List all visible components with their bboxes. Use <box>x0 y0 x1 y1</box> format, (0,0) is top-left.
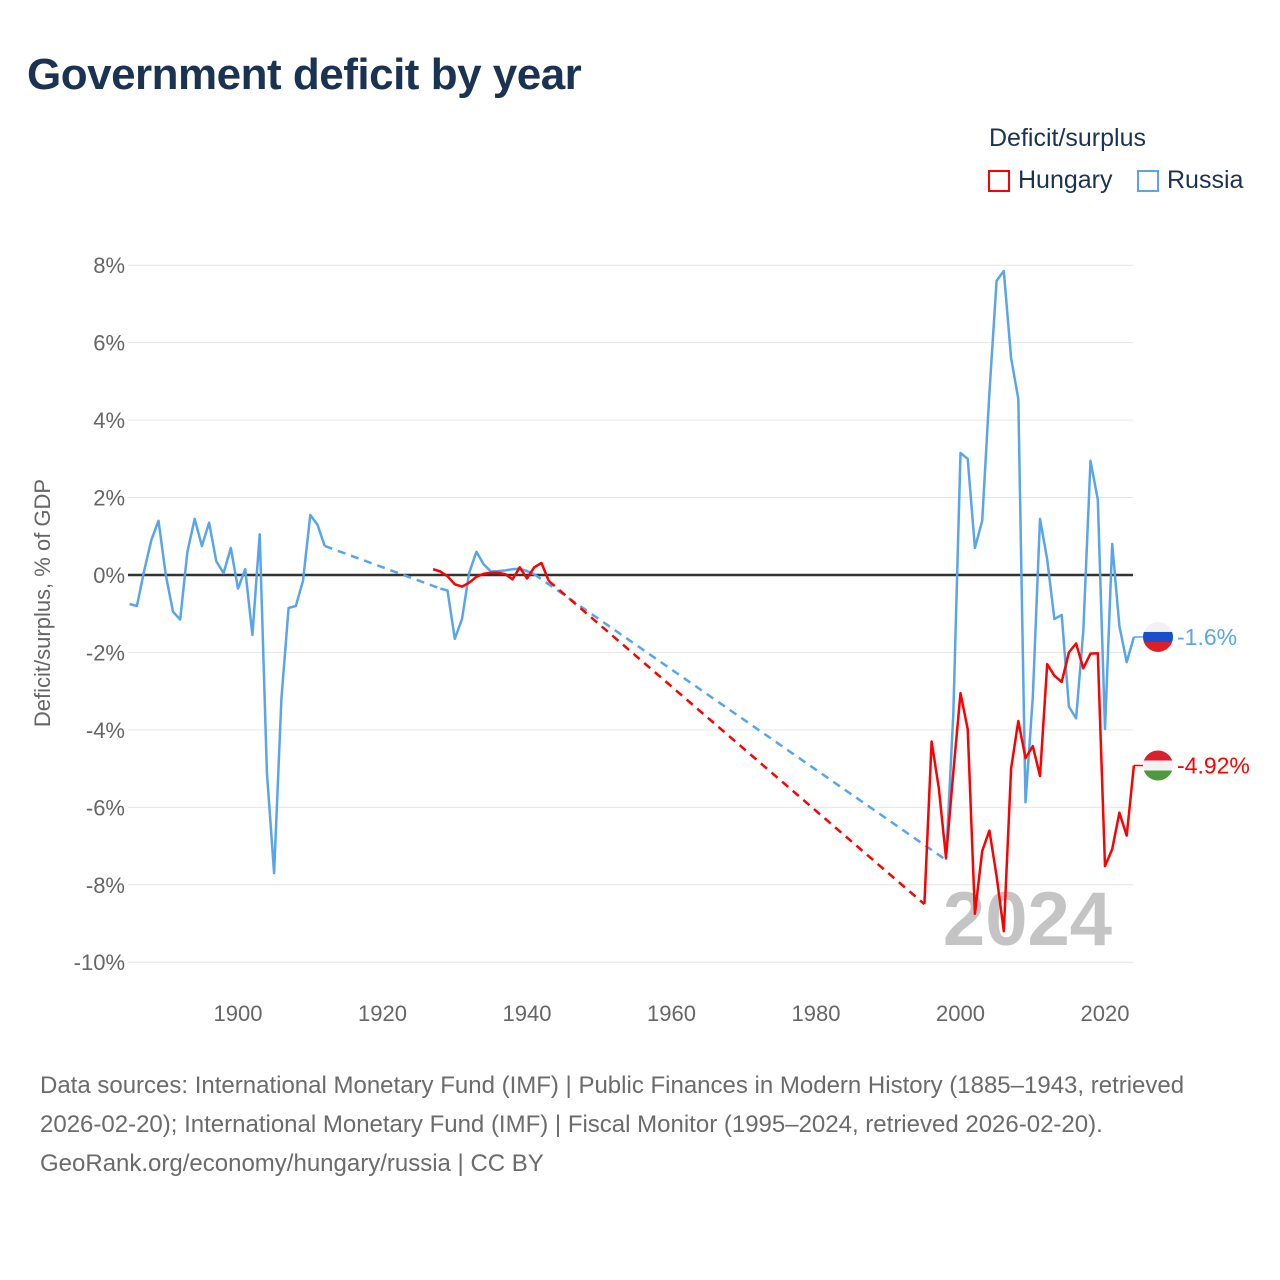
footer: Data sources: International Monetary Fun… <box>40 1066 1250 1183</box>
legend-title: Deficit/surplus <box>989 124 1146 152</box>
y-tick-label: 4% <box>93 408 125 433</box>
end-label-hungary: -4.92% <box>1177 753 1250 779</box>
y-tick-label: -6% <box>86 795 125 820</box>
y-tick-label: -8% <box>86 873 125 898</box>
hungary-flag-icon <box>1143 750 1173 781</box>
russia-flag-icon <box>1143 621 1173 652</box>
legend-swatch-hungary <box>988 169 1010 192</box>
legend-item-russia[interactable]: Russia <box>1137 166 1243 195</box>
line-russia <box>129 513 326 875</box>
x-tick-label: 2020 <box>1081 1001 1130 1026</box>
legend-label: Hungary <box>1018 166 1113 194</box>
y-tick-label: -4% <box>86 718 125 743</box>
legend-item-hungary[interactable]: Hungary <box>988 166 1113 195</box>
y-axis-label: Deficit/surplus, % of GDP <box>30 479 55 727</box>
credit-link[interactable]: GeoRank.org/economy/hungary/russia | CC … <box>40 1150 544 1177</box>
y-tick-label: -10% <box>74 950 125 975</box>
x-tick-label: 1940 <box>503 1001 552 1026</box>
x-tick-label: 1920 <box>358 1001 407 1026</box>
end-label-russia: -1.6% <box>1177 624 1237 650</box>
line-russia <box>439 550 535 641</box>
year-watermark: 2024 <box>943 877 1112 962</box>
gap-line-russia <box>324 544 441 590</box>
x-tick-label: 2000 <box>936 1001 985 1026</box>
line-hungary <box>432 561 550 588</box>
y-tick-label: -2% <box>86 640 125 665</box>
flag-stripe <box>1143 770 1173 781</box>
y-tick-label: 8% <box>93 253 125 278</box>
chart-title: Government deficit by year <box>27 50 582 99</box>
legend-label: Russia <box>1167 166 1244 194</box>
flag-stripe <box>1143 621 1173 633</box>
x-tick-label: 1980 <box>792 1001 841 1026</box>
y-tick-label: 0% <box>93 563 125 588</box>
line-hungary <box>923 642 1136 933</box>
flag-stripe <box>1143 750 1173 762</box>
gap-line-russia <box>533 573 947 862</box>
data-sources: Data sources: International Monetary Fun… <box>40 1072 1185 1138</box>
flag-stripe <box>1143 760 1173 772</box>
gap-line-hungary <box>547 579 926 906</box>
y-tick-label: 6% <box>93 331 125 356</box>
legend-swatch-russia <box>1137 169 1159 192</box>
y-tick-label: 2% <box>93 486 125 511</box>
x-tick-label: 1900 <box>214 1001 263 1026</box>
line-russia <box>944 269 1136 861</box>
x-tick-label: 1960 <box>647 1001 696 1026</box>
flag-stripe <box>1143 631 1173 643</box>
flag-stripe <box>1143 641 1173 652</box>
